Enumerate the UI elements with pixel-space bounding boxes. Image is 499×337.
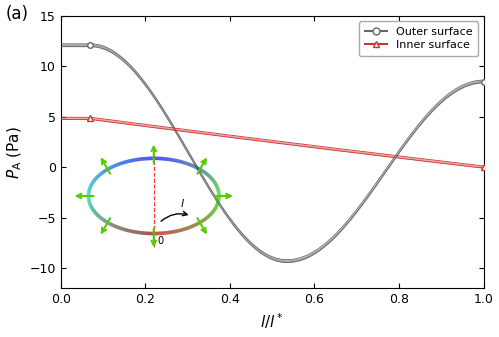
Y-axis label: $P_{\mathrm{A}}$ (Pa): $P_{\mathrm{A}}$ (Pa) — [5, 126, 24, 179]
Legend: Outer surface, Inner surface: Outer surface, Inner surface — [359, 22, 478, 56]
X-axis label: $l/l^*$: $l/l^*$ — [260, 312, 284, 332]
Text: (a): (a) — [6, 5, 29, 23]
